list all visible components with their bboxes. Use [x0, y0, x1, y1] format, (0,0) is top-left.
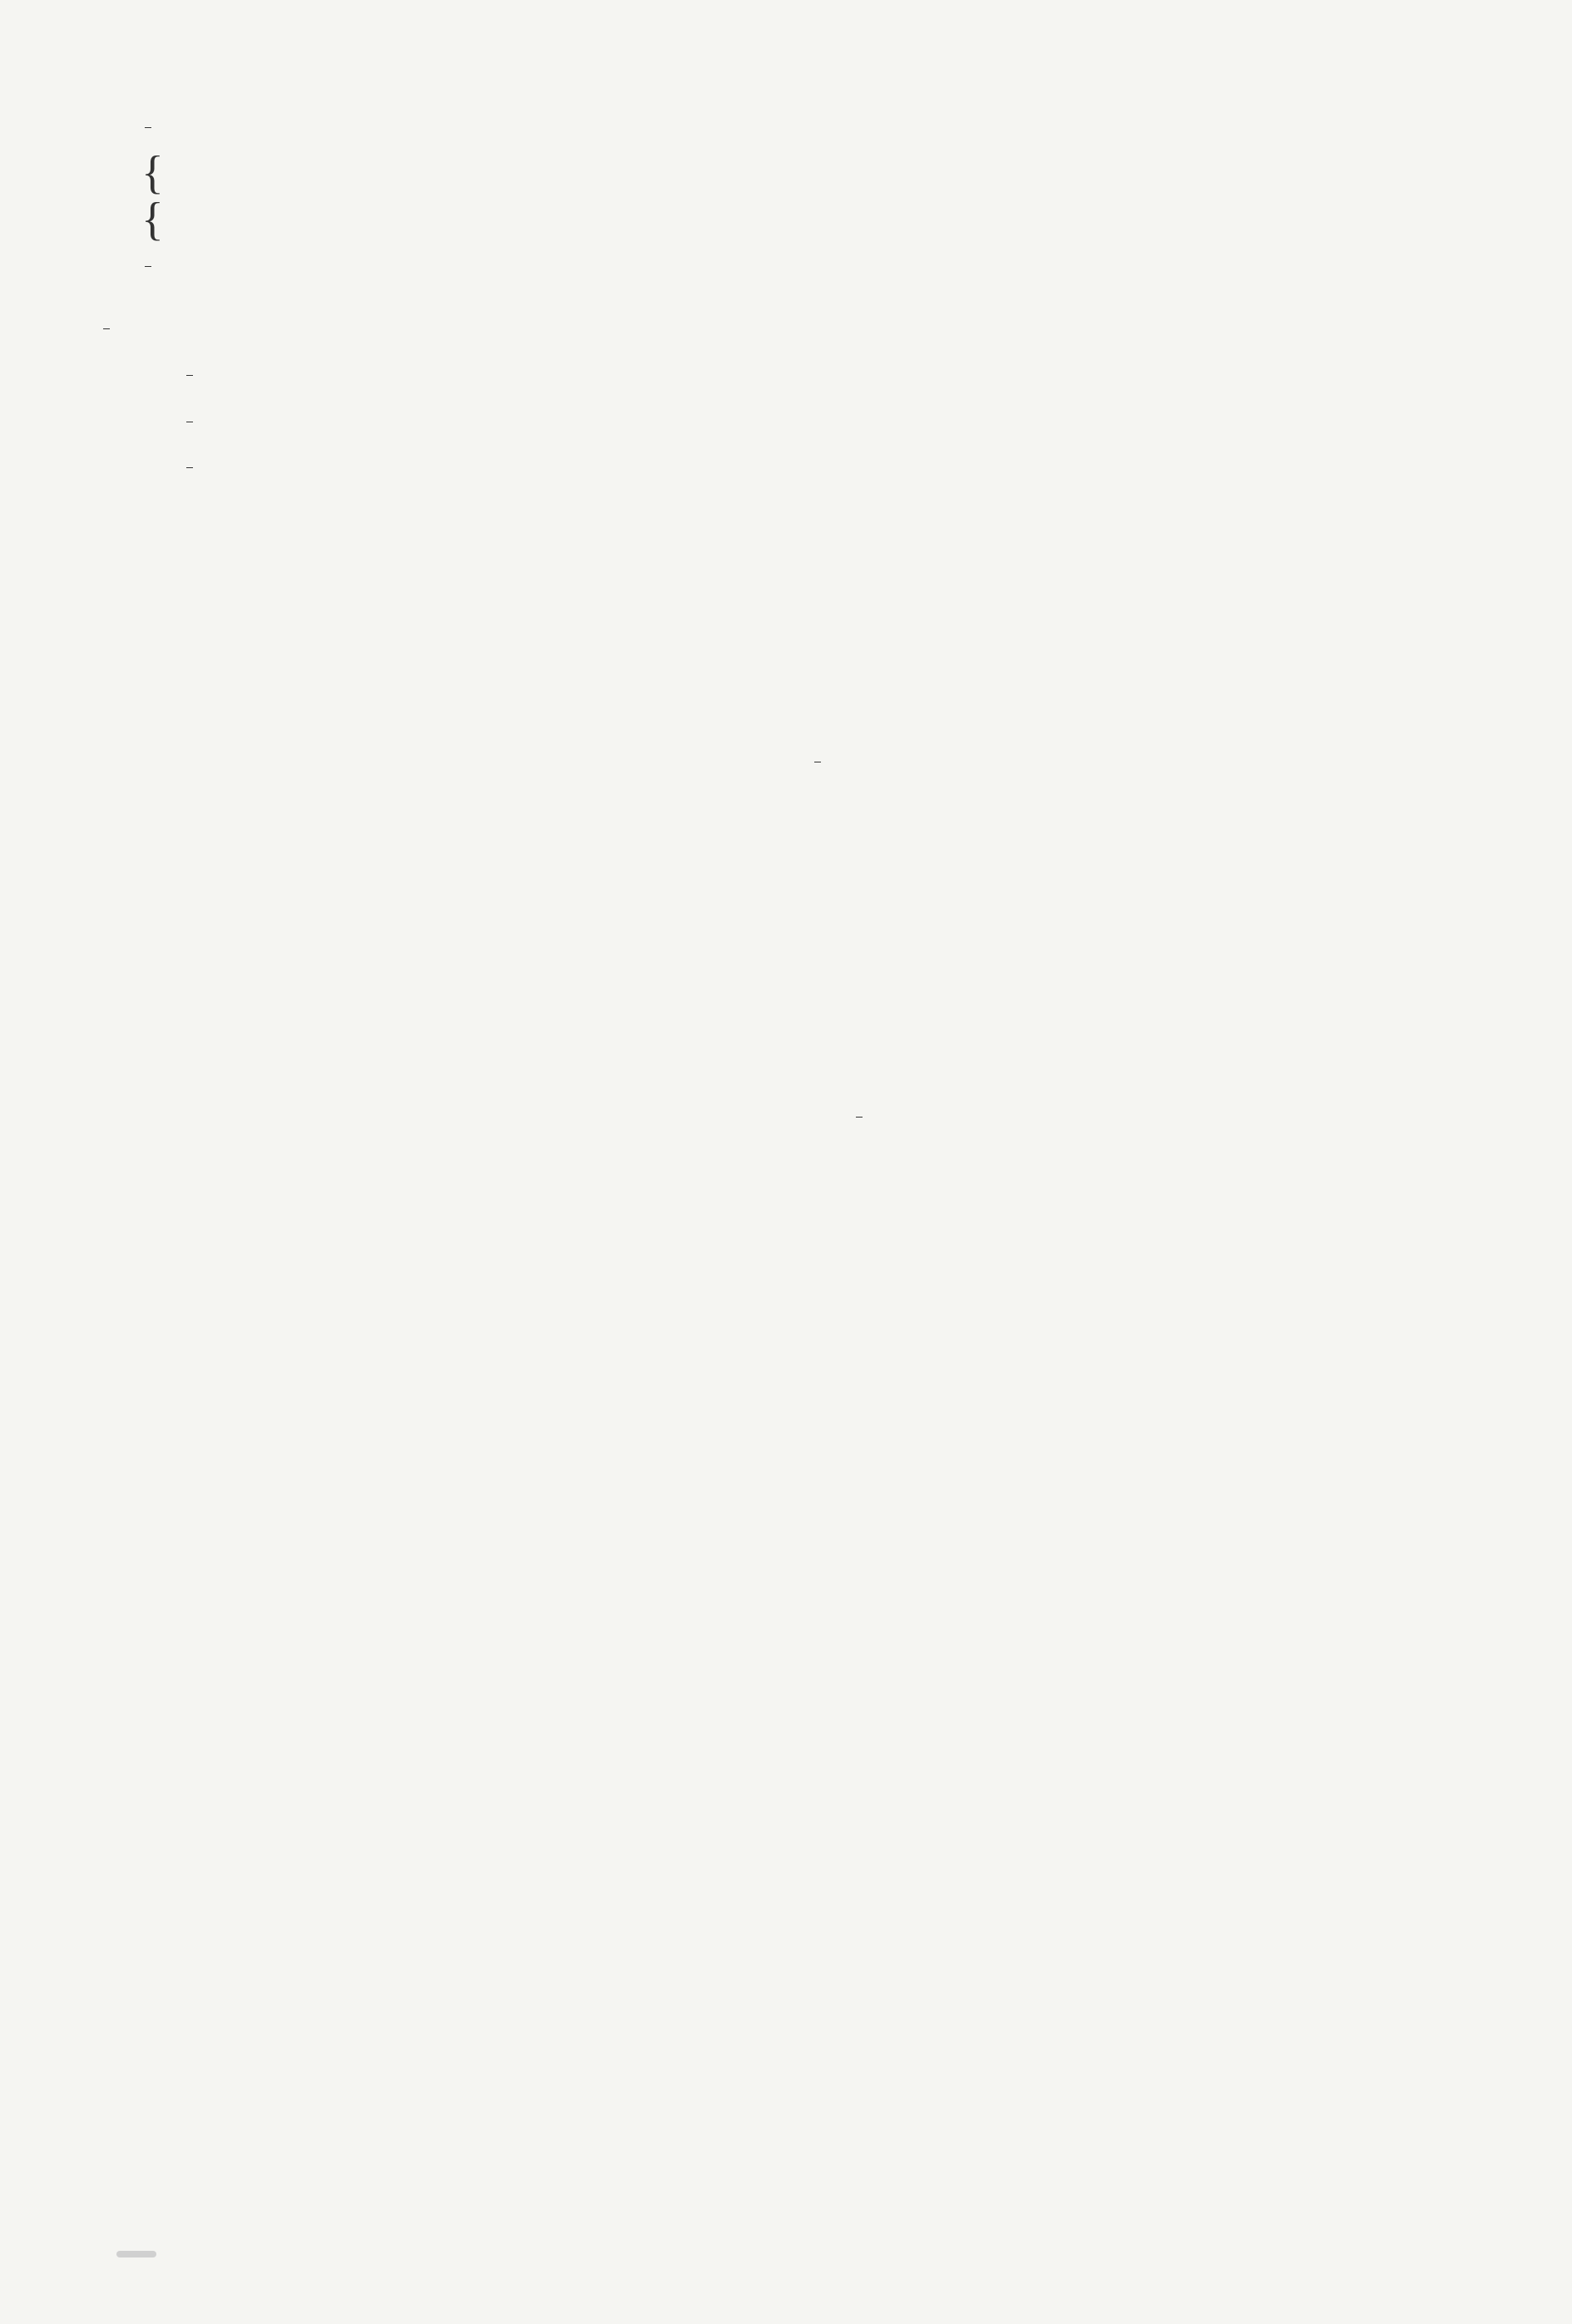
- bar2-wrap: [844, 793, 1472, 1082]
- system-line: {: [100, 155, 761, 193]
- brace-icon: {: [141, 206, 164, 234]
- q18-line: [100, 356, 761, 394]
- fraction: [103, 328, 110, 329]
- bar-chart-2: [844, 793, 1310, 1068]
- numerator: [186, 467, 193, 468]
- fraction: [145, 266, 151, 267]
- page-number: [116, 2251, 156, 2257]
- q21-line: [811, 743, 1472, 781]
- q18-line: [100, 448, 761, 486]
- system-line: {: [100, 200, 761, 239]
- q18-line: [100, 402, 761, 441]
- bar-chart-1: [844, 413, 1277, 713]
- numerator: [186, 375, 193, 376]
- bar1-wrap: [844, 413, 1472, 727]
- left-column: { {: [100, 108, 761, 1169]
- pie-chart: [967, 108, 1317, 382]
- fraction: [186, 467, 193, 468]
- rate-line: [100, 247, 761, 285]
- pie-chart-wrap: [811, 108, 1472, 397]
- two-column-content: { {: [100, 108, 1472, 1169]
- q21-3-line: [811, 1098, 1472, 1136]
- fraction: [856, 1117, 863, 1118]
- equation-line: [100, 108, 761, 146]
- numerator: [145, 266, 151, 267]
- numerator: [103, 328, 110, 329]
- brace-icon: {: [141, 160, 164, 188]
- fraction: [186, 375, 193, 376]
- fraction: [145, 127, 151, 128]
- numerator: [856, 1117, 863, 1118]
- numerator: [145, 127, 151, 128]
- right-column: [811, 108, 1472, 1169]
- q18-line: [100, 309, 761, 348]
